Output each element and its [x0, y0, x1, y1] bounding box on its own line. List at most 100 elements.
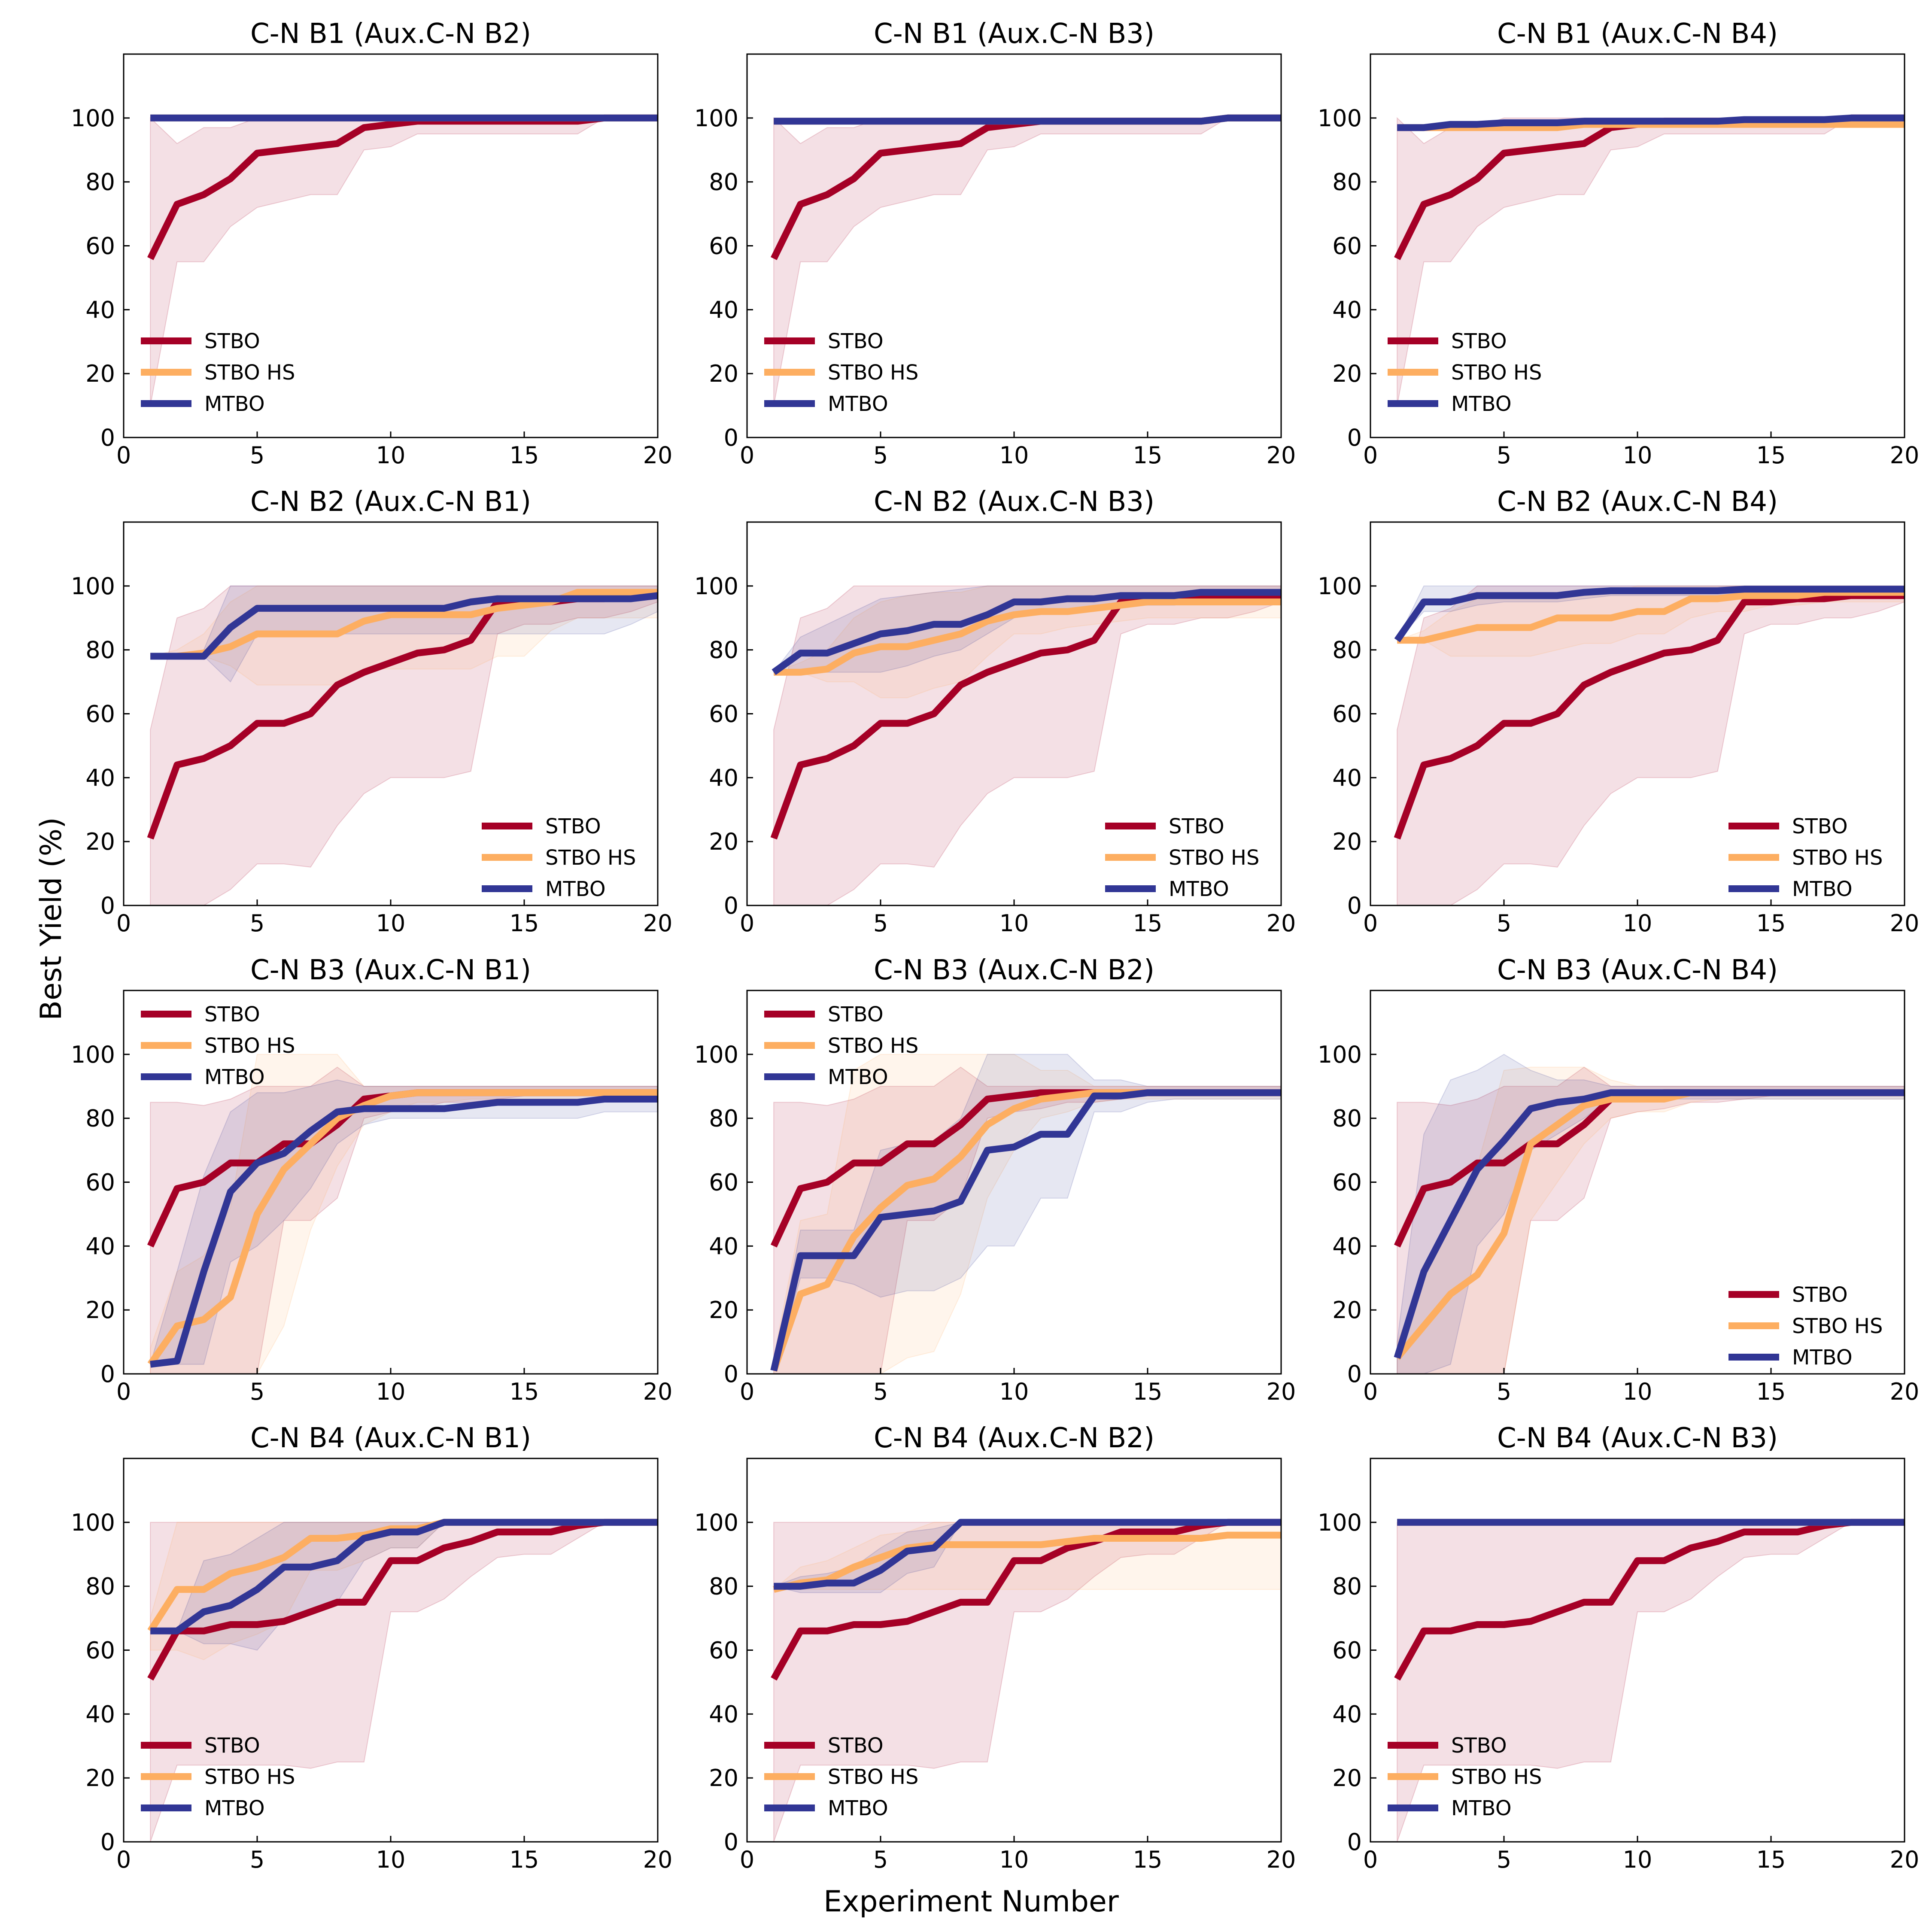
- x-tick-label: 15: [1133, 1846, 1163, 1873]
- range-band-stbo: [1397, 1066, 1905, 1374]
- series-line-stbo: [147, 1519, 658, 1681]
- chart-title: C-N B3 (Aux.C-N B2): [874, 954, 1154, 986]
- y-tick-label: 80: [85, 169, 115, 196]
- x-tick-label: 20: [643, 910, 673, 937]
- x-tick-label: 20: [643, 1846, 673, 1873]
- chart-title: C-N B3 (Aux.C-N B4): [1497, 954, 1778, 986]
- plot-area: [771, 114, 1281, 406]
- legend-label: STBO: [828, 1002, 884, 1027]
- legend-label: STBO: [204, 1734, 260, 1758]
- range-band-stbo: [773, 1066, 1281, 1374]
- y-tick-label: 0: [100, 1361, 115, 1388]
- y-tick-label: 20: [1332, 1765, 1362, 1792]
- legend: STBO STBO HS MTBO: [1728, 814, 1883, 901]
- y-tick-label: 60: [1332, 1637, 1362, 1664]
- plot-area: [1394, 114, 1905, 406]
- y-tick-label: 60: [1332, 233, 1362, 260]
- y-tick-label: 100: [694, 573, 738, 600]
- chart-title: C-N B3 (Aux.C-N B1): [250, 954, 531, 986]
- legend-label: STBO HS: [1451, 361, 1542, 385]
- series-line-mtbo: [774, 1519, 1281, 1590]
- plot-area: [147, 114, 658, 406]
- y-tick-label: 80: [85, 1105, 115, 1132]
- y-tick-label: 20: [85, 1765, 115, 1792]
- x-tick-label: 20: [643, 442, 673, 469]
- y-tick-label: 100: [71, 1509, 115, 1536]
- legend: STBO STBO HS MTBO: [1388, 1734, 1542, 1820]
- legend-label: STBO: [204, 1002, 260, 1027]
- series-line-stbo: [1394, 592, 1905, 840]
- x-tick-label: 20: [1267, 910, 1296, 937]
- y-tick-label: 0: [100, 1829, 115, 1856]
- chart-panel-3: C-N B1 (Aux.C-N B4) 0 5 10 15 20 0 20 40 60 80 100 S…: [1318, 18, 1919, 469]
- y-tick-label: 60: [709, 233, 738, 260]
- x-tick-label: 20: [1890, 442, 1920, 469]
- x-tick-label: 0: [1363, 1846, 1378, 1873]
- chart-title: C-N B2 (Aux.C-N B3): [874, 486, 1154, 518]
- legend-label: STBO: [1451, 329, 1507, 353]
- y-tick-label: 20: [85, 1297, 115, 1324]
- y-tick-label: 40: [85, 296, 115, 323]
- plot-area: [147, 585, 658, 905]
- legend-label: STBO: [828, 329, 884, 353]
- chart-panel-6: C-N B2 (Aux.C-N B4) 0 5 10 15 20 0 20 40 60 80 100 S…: [1318, 486, 1919, 937]
- x-tick-label: 10: [999, 910, 1029, 937]
- series-line-mtbo: [774, 114, 1281, 125]
- y-tick-label: 60: [85, 233, 115, 260]
- series-line-stbo-hs: [150, 589, 658, 660]
- y-tick-label: 100: [694, 105, 738, 132]
- legend-label: MTBO: [204, 1796, 265, 1820]
- chart-title: C-N B4 (Aux.C-N B1): [250, 1422, 531, 1454]
- legend-label: MTBO: [1792, 1346, 1853, 1370]
- series-line-mtbo: [1394, 586, 1905, 642]
- legend-label: MTBO: [204, 1065, 265, 1089]
- y-tick-label: 20: [85, 828, 115, 855]
- x-tick-label: 15: [1756, 910, 1786, 937]
- range-band-mtbo: [773, 1054, 1281, 1371]
- y-tick-label: 100: [694, 1041, 738, 1068]
- x-tick-label: 5: [250, 1378, 264, 1405]
- legend-label: MTBO: [1169, 877, 1229, 901]
- chart-title: C-N B4 (Aux.C-N B3): [1497, 1422, 1778, 1454]
- range-band-stbo-hs: [150, 1054, 658, 1374]
- legend-label: STBO HS: [828, 1034, 918, 1058]
- y-tick-label: 20: [709, 1297, 738, 1324]
- series-line-mtbo: [150, 1096, 658, 1368]
- x-tick-label: 15: [1756, 1846, 1786, 1873]
- series-line-mtbo: [1394, 1089, 1905, 1359]
- x-tick-label: 15: [1756, 1378, 1786, 1405]
- chart-panel-8: C-N B3 (Aux.C-N B2) 0 5 10 15 20 0 20 40 60 80 100 S…: [694, 954, 1296, 1405]
- chart-panel-9: C-N B3 (Aux.C-N B4) 0 5 10 15 20 0 20 40 60 80 100 S…: [1318, 954, 1919, 1405]
- x-tick-label: 5: [1497, 442, 1511, 469]
- y-tick-label: 100: [1318, 573, 1362, 600]
- chart-panel-12: C-N B4 (Aux.C-N B3) 0 5 10 15 20 0 20 40 60 80 100 S…: [1318, 1422, 1919, 1873]
- legend: STBO STBO HS MTBO: [141, 1002, 295, 1089]
- figure-y-axis-label: Best Yield (%): [34, 817, 68, 1020]
- range-band-stbo: [150, 585, 658, 905]
- y-tick-label: 60: [709, 701, 738, 728]
- x-tick-label: 15: [1133, 1378, 1163, 1405]
- x-tick-label: 5: [1497, 1378, 1511, 1405]
- plot-area: [1394, 585, 1905, 905]
- y-tick-label: 80: [709, 169, 738, 196]
- x-tick-label: 10: [376, 910, 406, 937]
- x-tick-label: 5: [1497, 1846, 1511, 1873]
- plot-area: [770, 585, 1281, 905]
- y-tick-label: 20: [85, 360, 115, 387]
- legend-label: STBO HS: [828, 361, 918, 385]
- x-tick-label: 0: [116, 1846, 131, 1873]
- y-tick-label: 40: [1332, 1701, 1362, 1728]
- range-band-stbo-hs: [1397, 1066, 1905, 1374]
- y-tick-label: 60: [1332, 701, 1362, 728]
- chart-panel-5: C-N B2 (Aux.C-N B3) 0 5 10 15 20 0 20 40 60 80 100 S…: [694, 486, 1296, 937]
- y-tick-label: 100: [1318, 1041, 1362, 1068]
- series-line-stbo-hs: [774, 598, 1281, 676]
- x-tick-label: 0: [740, 442, 754, 469]
- range-band-stbo: [1397, 585, 1905, 905]
- x-tick-label: 10: [376, 442, 406, 469]
- range-band-mtbo: [773, 585, 1281, 673]
- legend-label: MTBO: [545, 877, 606, 901]
- legend-label: STBO HS: [204, 1765, 295, 1789]
- y-tick-label: 80: [85, 1573, 115, 1600]
